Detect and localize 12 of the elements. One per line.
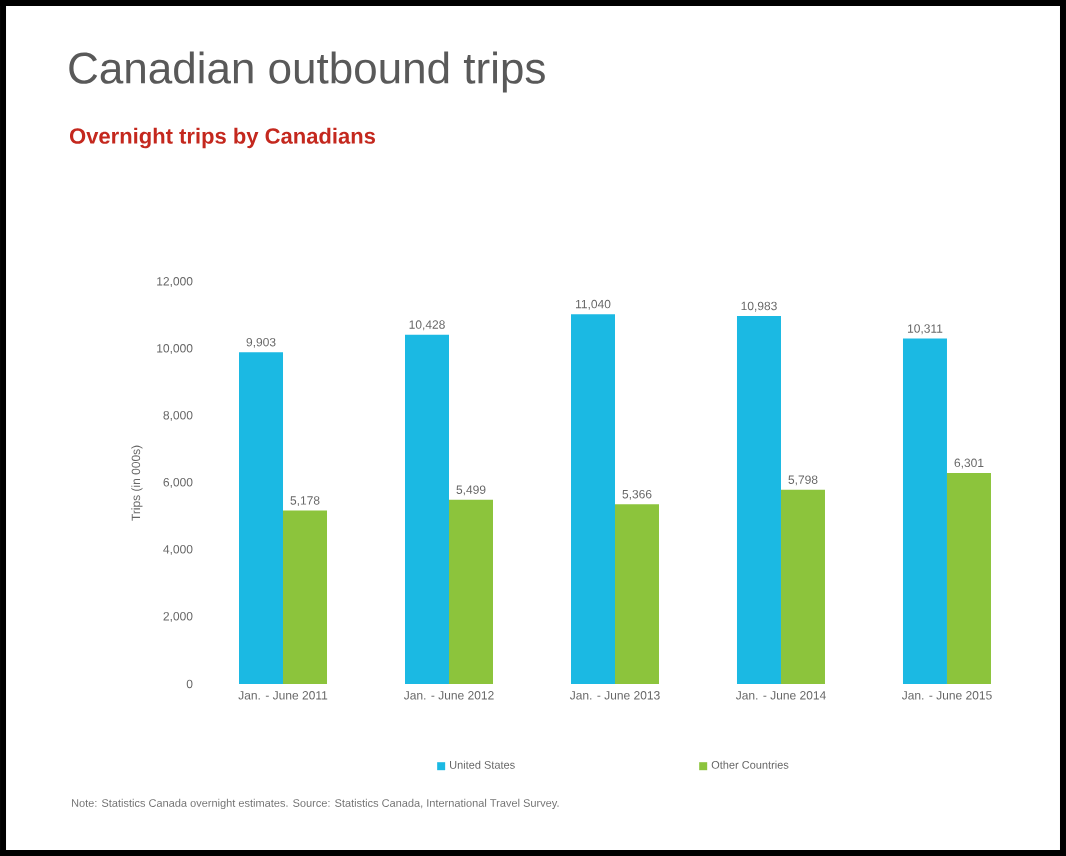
chart-title: Canadian outbound trips [69, 51, 545, 93]
bar [780, 489, 825, 684]
bar [239, 352, 284, 684]
bar [571, 314, 615, 684]
bar [405, 334, 449, 684]
bar [449, 499, 493, 684]
chart-subtitle: Overnight trips by Canadians [69, 127, 375, 149]
bar [902, 338, 947, 684]
bar [946, 472, 991, 684]
bar [615, 504, 659, 684]
bar [283, 510, 328, 684]
bar [736, 316, 781, 684]
